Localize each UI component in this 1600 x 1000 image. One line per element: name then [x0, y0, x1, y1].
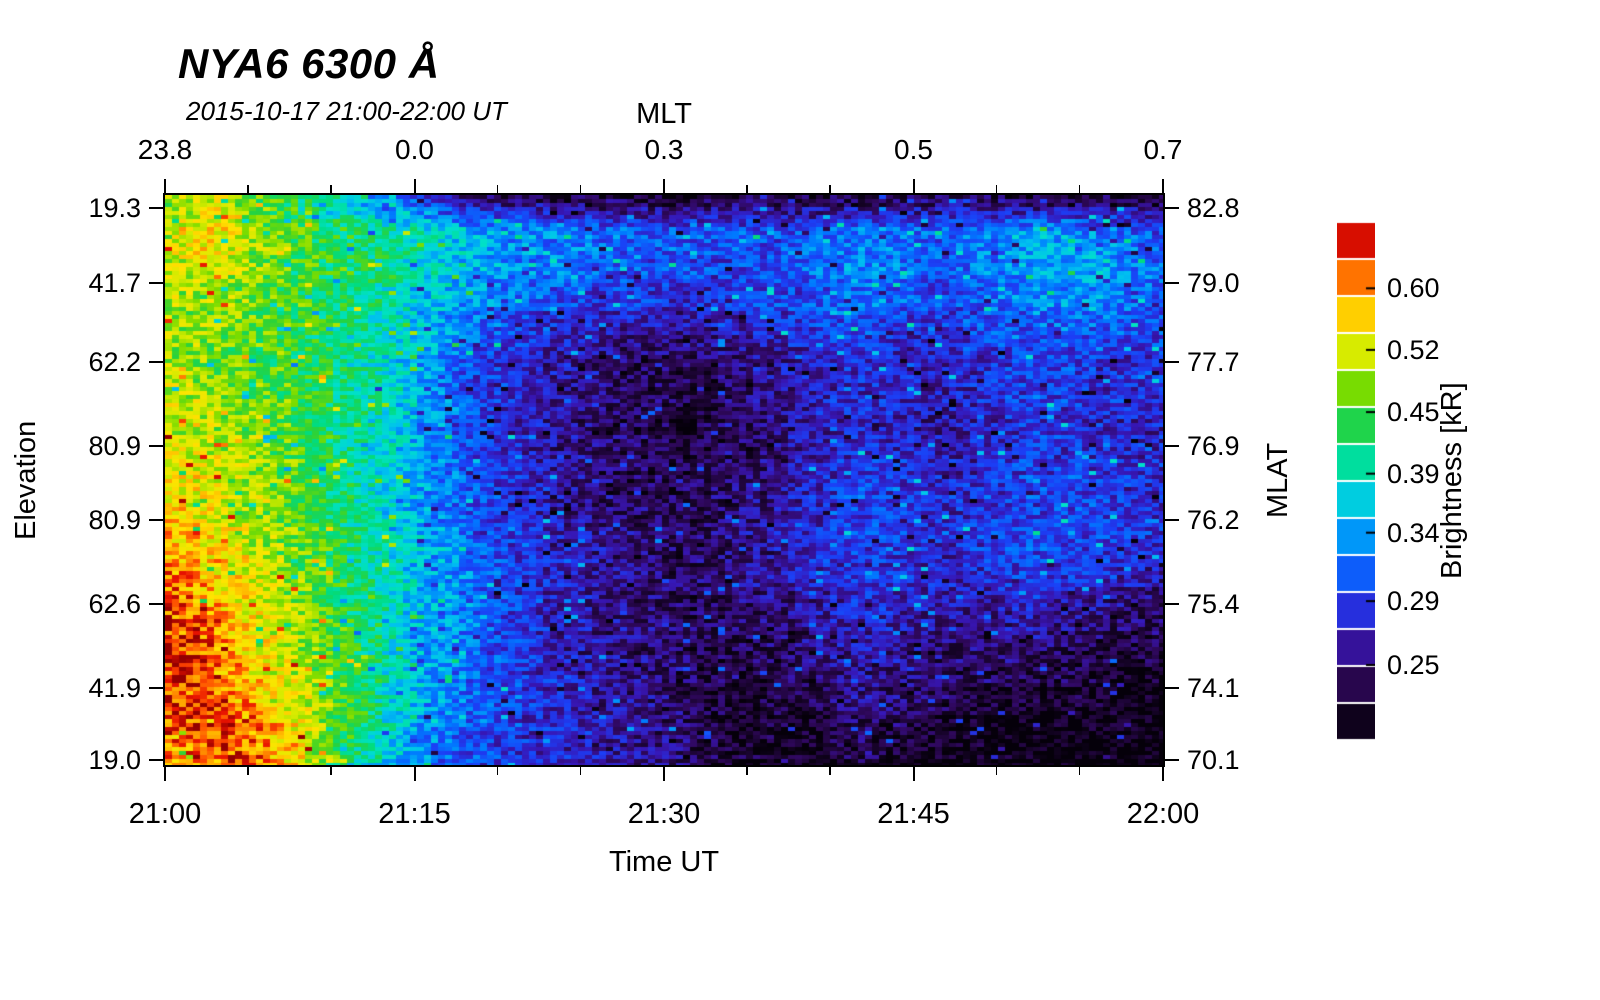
plot-frame	[163, 193, 1165, 767]
axis-tick	[149, 207, 163, 209]
axis-tick	[663, 767, 665, 781]
left-axis-tick-label: 80.9	[38, 504, 141, 536]
colorbar-canvas	[1337, 222, 1375, 740]
top-axis-label: MLT	[564, 98, 764, 131]
right-axis-tick-label: 75.4	[1187, 588, 1297, 620]
axis-tick	[149, 687, 163, 689]
right-axis-tick-label: 70.1	[1187, 744, 1297, 776]
top-axis-tick-label: 0.3	[604, 134, 724, 166]
axis-tick	[663, 179, 665, 193]
axis-tick	[746, 185, 748, 193]
bottom-axis-tick-label: 21:15	[335, 798, 495, 830]
bottom-axis-label: Time UT	[564, 846, 764, 879]
left-axis-tick-label: 41.7	[38, 267, 141, 299]
axis-tick	[1162, 179, 1164, 193]
axis-tick	[1165, 759, 1179, 761]
axis-tick	[164, 767, 166, 781]
axis-tick	[164, 179, 166, 193]
axis-tick	[330, 767, 332, 775]
left-axis-tick-label: 62.2	[38, 346, 141, 378]
axis-tick	[149, 282, 163, 284]
axis-tick	[1165, 445, 1179, 447]
colorbar-tick-label: 0.25	[1387, 649, 1497, 681]
colorbar-tick-label: 0.29	[1387, 585, 1497, 617]
axis-tick	[149, 445, 163, 447]
axis-tick	[247, 767, 249, 775]
left-axis-tick-label: 19.3	[38, 192, 141, 224]
top-axis-tick-label: 0.0	[355, 134, 475, 166]
axis-tick	[1165, 519, 1179, 521]
axis-tick	[1165, 687, 1179, 689]
axis-tick	[1079, 185, 1081, 193]
left-axis-tick-label: 80.9	[38, 430, 141, 462]
axis-tick	[996, 767, 998, 775]
plot-subtitle: 2015-10-17 21:00-22:00 UT	[186, 96, 507, 127]
axis-tick	[149, 519, 163, 521]
axis-tick	[1165, 603, 1179, 605]
axis-tick	[149, 759, 163, 761]
axis-tick	[149, 603, 163, 605]
axis-tick	[746, 767, 748, 775]
axis-tick	[580, 185, 582, 193]
right-axis-tick-label: 74.1	[1187, 672, 1297, 704]
axis-tick	[414, 179, 416, 193]
top-axis-tick-label: 0.5	[854, 134, 974, 166]
right-axis-tick-label: 77.7	[1187, 346, 1297, 378]
left-axis-tick-label: 19.0	[38, 744, 141, 776]
bottom-axis-tick-label: 21:45	[834, 798, 994, 830]
right-axis-tick-label: 76.9	[1187, 430, 1297, 462]
axis-tick	[829, 767, 831, 775]
axis-tick	[414, 767, 416, 781]
axis-tick	[1079, 767, 1081, 775]
left-axis-tick-label: 62.6	[38, 588, 141, 620]
axis-tick	[1165, 282, 1179, 284]
axis-tick	[330, 185, 332, 193]
plot-title: NYA6 6300 Å	[178, 40, 440, 88]
axis-tick	[996, 185, 998, 193]
axis-tick	[497, 185, 499, 193]
bottom-axis-tick-label: 22:00	[1083, 798, 1243, 830]
axis-tick	[913, 179, 915, 193]
colorbar-tick-label: 0.34	[1387, 517, 1497, 549]
axis-tick	[580, 767, 582, 775]
bottom-axis-tick-label: 21:30	[584, 798, 744, 830]
right-axis-tick-label: 76.2	[1187, 504, 1297, 536]
colorbar-tick-label: 0.45	[1387, 396, 1497, 428]
colorbar-tick-label: 0.52	[1387, 334, 1497, 366]
colorbar-tick-label: 0.60	[1387, 272, 1497, 304]
axis-tick	[829, 185, 831, 193]
left-axis-tick-label: 41.9	[38, 672, 141, 704]
top-axis-tick-label: 0.7	[1103, 134, 1223, 166]
right-axis-tick-label: 79.0	[1187, 267, 1297, 299]
axis-tick	[1165, 361, 1179, 363]
axis-tick	[1165, 207, 1179, 209]
axis-tick	[913, 767, 915, 781]
axis-tick	[1162, 767, 1164, 781]
right-axis-tick-label: 82.8	[1187, 192, 1297, 224]
axis-tick	[149, 361, 163, 363]
top-axis-tick-label: 23.8	[105, 134, 225, 166]
keogram-figure: NYA6 6300 Å 2015-10-17 21:00-22:00 UT ML…	[0, 0, 1600, 1000]
bottom-axis-tick-label: 21:00	[85, 798, 245, 830]
colorbar-tick-label: 0.39	[1387, 458, 1497, 490]
axis-tick	[247, 185, 249, 193]
axis-tick	[497, 767, 499, 775]
